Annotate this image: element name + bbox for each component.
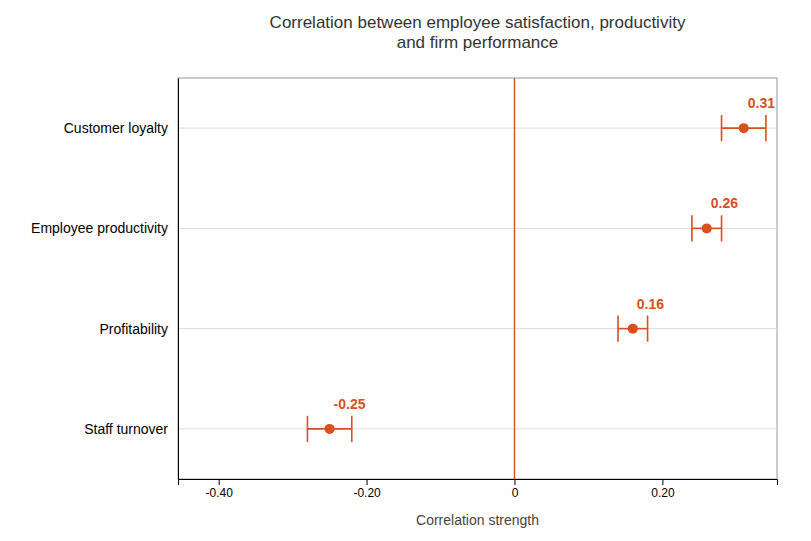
y-axis: Customer loyalty Employee productivity Pro… (31, 79, 178, 480)
zero-line (514, 78, 515, 479)
error-bar-cap (307, 416, 309, 442)
title-line: Correlation between employee satisfactio… (270, 13, 686, 32)
y-tick: Staff turnover (84, 421, 178, 437)
data-label: -0.25 (334, 396, 366, 412)
error-bar-cap (647, 316, 649, 342)
x-tick-label: 0.20 (651, 486, 675, 500)
error-bar-cap (721, 215, 723, 241)
data-labels: 0.31 0.26 0.16 -0.25 (334, 95, 776, 412)
dot (739, 123, 749, 133)
y-tick: Profitability (100, 321, 178, 337)
error-bar (722, 115, 766, 141)
title-line: and firm performance (397, 33, 559, 52)
grid-line (178, 228, 777, 229)
error-bar (618, 316, 648, 342)
y-tick-label: Employee productivity (31, 220, 168, 236)
data-label: 0.16 (637, 296, 664, 312)
dot (628, 324, 638, 334)
x-tick-mark (662, 479, 663, 485)
x-axis: -0.40 -0.20 0 0.20 (179, 479, 778, 500)
x-tick: -0.40 (205, 479, 233, 500)
x-tick: -0.20 (353, 479, 381, 500)
error-bar-cap (721, 115, 723, 141)
data-label: 0.26 (711, 195, 738, 211)
x-axis-line (179, 480, 778, 486)
error-bar (307, 416, 351, 442)
title: Correlation between employee satisfactio… (270, 13, 686, 52)
x-tick: 0.20 (651, 479, 675, 500)
error-bar-cap (617, 316, 619, 342)
x-axis-title: Correlation strength (416, 512, 539, 528)
y-tick: Customer loyalty (64, 120, 178, 136)
marks (307, 78, 765, 479)
x-tick: 0 (512, 479, 519, 500)
y-tick-label: Profitability (100, 321, 168, 337)
grid (178, 128, 777, 429)
y-tick-label: Customer loyalty (64, 120, 168, 136)
error-bar-cap (351, 416, 353, 442)
x-tick-label: 0 (512, 486, 519, 500)
x-tick-mark (219, 479, 220, 485)
dot (702, 223, 712, 233)
y-axis-line (178, 79, 179, 480)
grid-line (178, 128, 777, 129)
x-tick-label: -0.40 (205, 486, 233, 500)
y-tick: Employee productivity (31, 220, 178, 236)
plot: -0.40 -0.20 0 0.20 Customer loyalty Employee … (31, 78, 777, 500)
error-bar-cap (691, 215, 693, 241)
x-tick-label: -0.20 (353, 486, 381, 500)
grid-line (178, 428, 777, 429)
chart: -0.40 -0.20 0 0.20 Customer loyalty Employee … (0, 0, 811, 541)
x-tick-mark (367, 479, 368, 485)
dot (325, 424, 335, 434)
data-label: 0.31 (748, 95, 775, 111)
x-tick-mark (514, 479, 515, 485)
error-bar-cap (765, 115, 767, 141)
grid-line (178, 328, 777, 329)
error-bar (692, 215, 722, 241)
plot-frame (178, 78, 777, 479)
y-tick-label: Staff turnover (84, 421, 168, 437)
